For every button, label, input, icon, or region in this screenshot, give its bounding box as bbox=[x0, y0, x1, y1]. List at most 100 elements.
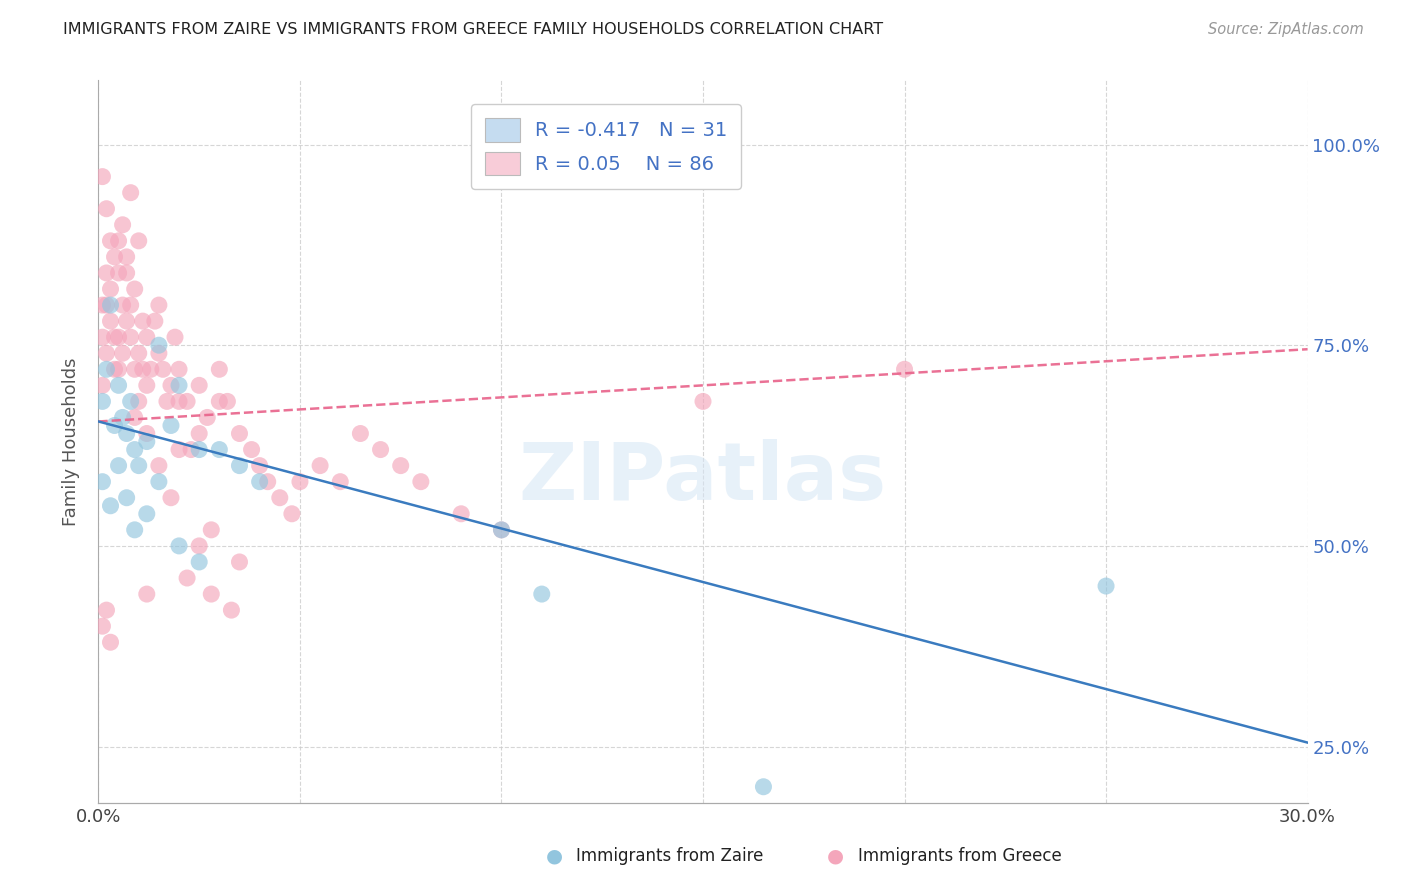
Text: ZIPatlas: ZIPatlas bbox=[519, 439, 887, 516]
Point bbox=[148, 475, 170, 489]
Point bbox=[167, 362, 190, 376]
Point bbox=[188, 426, 211, 441]
Point bbox=[128, 458, 150, 473]
Point bbox=[96, 362, 118, 376]
Point bbox=[120, 298, 142, 312]
Point bbox=[491, 523, 513, 537]
Point bbox=[139, 362, 162, 376]
Point bbox=[100, 635, 122, 649]
Point bbox=[409, 475, 432, 489]
Point bbox=[288, 475, 311, 489]
Point bbox=[91, 619, 114, 633]
Point bbox=[91, 169, 114, 184]
Point bbox=[91, 475, 114, 489]
Point bbox=[167, 394, 190, 409]
Point bbox=[91, 330, 114, 344]
Point bbox=[1095, 579, 1118, 593]
Point bbox=[91, 298, 114, 312]
Point bbox=[103, 418, 125, 433]
Point bbox=[309, 458, 332, 473]
Point bbox=[107, 362, 129, 376]
Point bbox=[107, 458, 129, 473]
Point bbox=[180, 442, 202, 457]
Point bbox=[135, 426, 157, 441]
Point bbox=[160, 491, 183, 505]
Point bbox=[115, 426, 138, 441]
Point bbox=[103, 250, 125, 264]
Point bbox=[96, 346, 118, 360]
Point bbox=[111, 346, 134, 360]
Point bbox=[120, 330, 142, 344]
Point bbox=[100, 282, 122, 296]
Point bbox=[128, 346, 150, 360]
Point bbox=[188, 442, 211, 457]
Text: Immigrants from Greece: Immigrants from Greece bbox=[858, 847, 1062, 865]
Point bbox=[100, 499, 122, 513]
Point bbox=[163, 330, 186, 344]
Point bbox=[111, 410, 134, 425]
Point bbox=[91, 394, 114, 409]
Point bbox=[96, 266, 118, 280]
Point bbox=[124, 523, 146, 537]
Point bbox=[208, 362, 231, 376]
Point bbox=[135, 587, 157, 601]
Point bbox=[128, 234, 150, 248]
Point bbox=[200, 587, 222, 601]
Point bbox=[188, 378, 211, 392]
Point bbox=[281, 507, 304, 521]
Point bbox=[208, 394, 231, 409]
Point bbox=[240, 442, 263, 457]
Point bbox=[349, 426, 371, 441]
Point bbox=[91, 378, 114, 392]
Point bbox=[530, 587, 553, 601]
Point bbox=[156, 394, 179, 409]
Point bbox=[269, 491, 291, 505]
Point bbox=[96, 298, 118, 312]
Point bbox=[107, 378, 129, 392]
Point bbox=[893, 362, 915, 376]
Point bbox=[124, 410, 146, 425]
Point bbox=[135, 507, 157, 521]
Point bbox=[167, 539, 190, 553]
Point bbox=[370, 442, 392, 457]
Point bbox=[120, 394, 142, 409]
Point bbox=[115, 491, 138, 505]
Point bbox=[217, 394, 239, 409]
Y-axis label: Family Households: Family Households bbox=[62, 358, 80, 525]
Legend: R = -0.417   N = 31, R = 0.05    N = 86: R = -0.417 N = 31, R = 0.05 N = 86 bbox=[471, 104, 741, 189]
Point bbox=[167, 442, 190, 457]
Point bbox=[256, 475, 278, 489]
Point bbox=[148, 346, 170, 360]
Text: IMMIGRANTS FROM ZAIRE VS IMMIGRANTS FROM GREECE FAMILY HOUSEHOLDS CORRELATION CH: IMMIGRANTS FROM ZAIRE VS IMMIGRANTS FROM… bbox=[63, 22, 883, 37]
Point bbox=[111, 298, 134, 312]
Point bbox=[176, 394, 198, 409]
Point bbox=[135, 330, 157, 344]
Point bbox=[103, 362, 125, 376]
Point bbox=[107, 266, 129, 280]
Point bbox=[200, 523, 222, 537]
Text: Source: ZipAtlas.com: Source: ZipAtlas.com bbox=[1208, 22, 1364, 37]
Point bbox=[692, 394, 714, 409]
Point bbox=[188, 555, 211, 569]
Point bbox=[100, 234, 122, 248]
Point bbox=[249, 475, 271, 489]
Point bbox=[195, 410, 218, 425]
Point bbox=[128, 394, 150, 409]
Point bbox=[228, 555, 250, 569]
Point bbox=[100, 314, 122, 328]
Point bbox=[160, 418, 183, 433]
Point bbox=[107, 330, 129, 344]
Point bbox=[107, 234, 129, 248]
Point bbox=[120, 186, 142, 200]
Point bbox=[188, 539, 211, 553]
Point bbox=[221, 603, 243, 617]
Point bbox=[132, 314, 155, 328]
Point bbox=[111, 218, 134, 232]
Text: Immigrants from Zaire: Immigrants from Zaire bbox=[576, 847, 763, 865]
Point bbox=[491, 523, 513, 537]
Point bbox=[115, 314, 138, 328]
Point bbox=[103, 330, 125, 344]
Point bbox=[152, 362, 174, 376]
Point bbox=[148, 338, 170, 352]
Point bbox=[228, 458, 250, 473]
